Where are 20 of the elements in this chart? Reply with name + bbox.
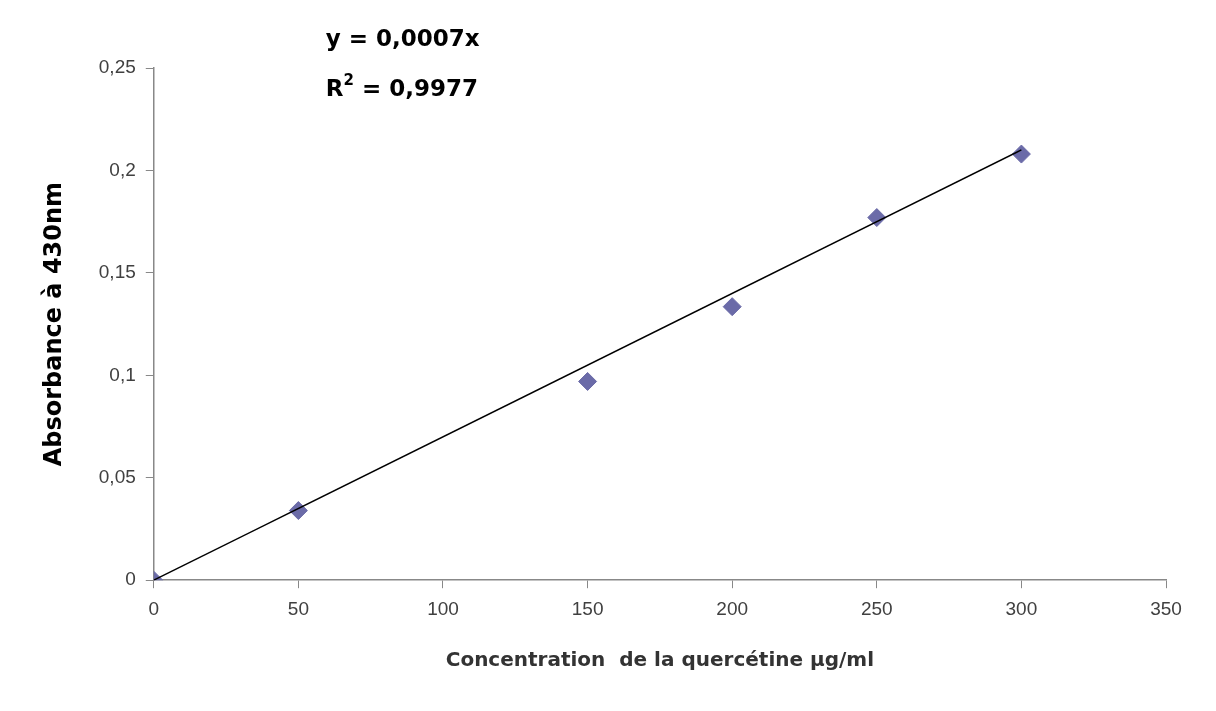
y-tick-label: 0 [125,568,136,590]
x-tick-label: 50 [287,597,309,619]
x-tick-label: 200 [716,597,749,619]
x-tick-label: 250 [860,597,893,619]
x-axis-title: Concentration de la quercétine µg/ml [445,647,875,672]
y-tick-label: 0,05 [98,465,136,487]
y-axis-title: Absorbance à 430nm [38,181,67,467]
y-tick-label: 0,15 [98,261,136,283]
y-tick-label: 0,1 [109,363,136,385]
point [722,297,742,317]
point [578,371,598,391]
point [1011,144,1031,164]
y-tick-label: 0,2 [109,158,136,180]
x-tick-label: 150 [571,597,604,619]
x-tick-label: 0 [148,597,160,619]
y-tick-label: 0,25 [98,56,136,78]
text: y = 0,0007x [325,25,480,51]
x-tick-label: 300 [1005,597,1038,619]
x-tick-label: 100 [427,597,459,619]
x-tick-label: 350 [1150,597,1182,619]
